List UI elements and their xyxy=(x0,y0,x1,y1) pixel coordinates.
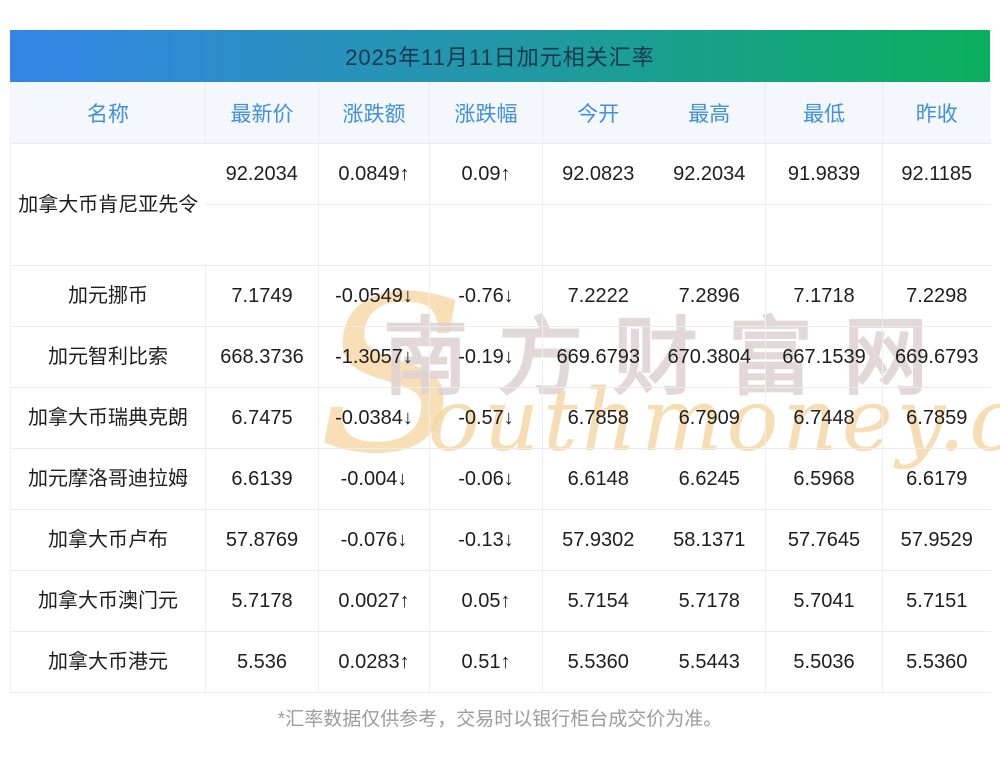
cell-low: 667.1539 xyxy=(765,326,883,388)
column-header-prev-close: 昨收 xyxy=(882,82,991,144)
cell-change: -0.0384↓ xyxy=(318,387,430,449)
table-row: 加拿大币卢布 57.8769 -0.076↓ -0.13↓ 57.9302 58.1371… xyxy=(10,509,991,571)
table-row: 加元摩洛哥迪拉姆 6.6139 -0.004↓ -0.06↓ 6.6148 6.6245 6… xyxy=(10,448,991,510)
cell-change-pct: -0.57↓ xyxy=(429,387,543,449)
cell-prev-close: 669.6793 xyxy=(882,326,991,388)
cell-last: 668.3736 xyxy=(205,326,319,388)
cell-name: 加拿大币卢布 xyxy=(10,509,206,571)
cell-change-pct: 0.05↑ xyxy=(429,570,543,632)
cell-last: 57.8769 xyxy=(205,509,319,571)
table-row-spacer xyxy=(11,204,991,266)
cell-open: 6.6148 xyxy=(542,448,654,510)
table-row: 加拿大币肯尼亚先令 92.2034 0.0849↑ 0.09↑ 92.0823 92.20… xyxy=(10,143,991,266)
cell-empty xyxy=(542,204,654,266)
cell-change-pct: -0.19↓ xyxy=(429,326,543,388)
cell-prev-close: 57.9529 xyxy=(882,509,991,571)
table-row: 加拿大币瑞典克朗 6.7475 -0.0384↓ -0.57↓ 6.7858 6.7909… xyxy=(10,387,991,449)
cell-low: 5.5036 xyxy=(765,631,883,693)
column-header-high: 最高 xyxy=(653,82,766,144)
cell-prev-close: 6.7859 xyxy=(882,387,991,449)
cell-high: 5.5443 xyxy=(653,631,766,693)
column-header-name: 名称 xyxy=(10,82,206,144)
rates-table: 名称 最新价 涨跌额 涨跌幅 今开 最高 最低 昨收 加拿大币肯尼亚先令 92.2034 0.08… xyxy=(10,82,991,693)
cell-change: -0.004↓ xyxy=(318,448,430,510)
cell-name: 加拿大币澳门元 xyxy=(10,570,206,632)
column-header-open: 今开 xyxy=(542,82,654,144)
cell-high: 670.3804 xyxy=(653,326,766,388)
cell-prev-close: 5.7151 xyxy=(882,570,991,632)
cell-change-pct: 0.51↑ xyxy=(429,631,543,693)
cell-low: 91.9839 xyxy=(765,143,883,205)
cell-high: 7.2896 xyxy=(653,265,766,327)
rates-table-body: 加拿大币肯尼亚先令 92.2034 0.0849↑ 0.09↑ 92.0823 92.20… xyxy=(10,143,991,693)
cell-empty xyxy=(653,204,766,266)
cell-prev-close: 7.2298 xyxy=(882,265,991,327)
cell-change: 0.0027↑ xyxy=(318,570,430,632)
cell-high: 5.7178 xyxy=(653,570,766,632)
table-row: 加拿大币港元 5.536 0.0283↑ 0.51↑ 5.5360 5.5443 5.503… xyxy=(10,631,991,693)
cell-empty xyxy=(882,204,991,266)
cell-open: 6.7858 xyxy=(542,387,654,449)
cell-prev-close: 6.6179 xyxy=(882,448,991,510)
cell-empty xyxy=(765,204,883,266)
cell-low: 5.7041 xyxy=(765,570,883,632)
table-row: 加元挪币 7.1749 -0.0549↓ -0.76↓ 7.2222 7.2896 7.17… xyxy=(10,265,991,327)
cell-change: -0.0549↓ xyxy=(318,265,430,327)
cell-empty xyxy=(205,204,319,266)
cell-change-pct: -0.13↓ xyxy=(429,509,543,571)
cell-change: -0.076↓ xyxy=(318,509,430,571)
cell-change-pct: -0.76↓ xyxy=(429,265,543,327)
cell-name: 加元智利比索 xyxy=(10,326,206,388)
column-header-change-pct: 涨跌幅 xyxy=(429,82,543,144)
cell-last: 6.6139 xyxy=(205,448,319,510)
cell-open: 57.9302 xyxy=(542,509,654,571)
cell-open: 5.5360 xyxy=(542,631,654,693)
cell-low: 6.7448 xyxy=(765,387,883,449)
column-header-last: 最新价 xyxy=(205,82,319,144)
cell-name: 加元摩洛哥迪拉姆 xyxy=(10,448,206,510)
cell-empty xyxy=(429,204,543,266)
table-row: 加拿大币澳门元 5.7178 0.0027↑ 0.05↑ 5.7154 5.7178 5.7… xyxy=(10,570,991,632)
table-row: 加元智利比索 668.3736 -1.3057↓ -0.19↓ 669.6793 670.… xyxy=(10,326,991,388)
cell-empty xyxy=(318,204,430,266)
table-title: 2025年11月11日加元相关汇率 xyxy=(345,45,655,70)
table-title-banner: 2025年11月11日加元相关汇率 xyxy=(10,30,990,82)
cell-low: 7.1718 xyxy=(765,265,883,327)
cell-prev-close: 92.1185 xyxy=(882,143,991,205)
cell-change: 0.0849↑ xyxy=(318,143,430,205)
column-header-change: 涨跌额 xyxy=(318,82,430,144)
cell-high: 6.7909 xyxy=(653,387,766,449)
cell-change: -1.3057↓ xyxy=(318,326,430,388)
cell-open: 7.2222 xyxy=(542,265,654,327)
cell-last: 5.7178 xyxy=(205,570,319,632)
cell-open: 669.6793 xyxy=(542,326,654,388)
cell-last: 5.536 xyxy=(205,631,319,693)
disclaimer-note: *汇率数据仅供参考，交易时以银行柜台成交价为准。 xyxy=(277,709,723,730)
cell-open: 92.0823 xyxy=(542,143,654,205)
cell-last: 6.7475 xyxy=(205,387,319,449)
cell-name: 加拿大币港元 xyxy=(10,631,206,693)
cell-low: 57.7645 xyxy=(765,509,883,571)
cell-last: 92.2034 xyxy=(205,143,319,205)
cell-prev-close: 5.5360 xyxy=(882,631,991,693)
cell-name: 加元挪币 xyxy=(10,265,206,327)
cell-open: 5.7154 xyxy=(542,570,654,632)
cell-high: 6.6245 xyxy=(653,448,766,510)
column-header-low: 最低 xyxy=(765,82,883,144)
cell-name: 加拿大币肯尼亚先令 xyxy=(10,143,206,266)
cell-name: 加拿大币瑞典克朗 xyxy=(10,387,206,449)
cell-change-pct: 0.09↑ xyxy=(429,143,543,205)
rates-sheet: 2025年11月11日加元相关汇率 名称 最新价 涨跌额 涨跌幅 今开 最高 最低 昨收 加拿… xyxy=(10,30,991,693)
cell-high: 92.2034 xyxy=(653,143,766,205)
cell-change: 0.0283↑ xyxy=(318,631,430,693)
cell-high: 58.1371 xyxy=(653,509,766,571)
cell-low: 6.5968 xyxy=(765,448,883,510)
cell-last: 7.1749 xyxy=(205,265,319,327)
cell-change-pct: -0.06↓ xyxy=(429,448,543,510)
header-row: 名称 最新价 涨跌额 涨跌幅 今开 最高 最低 昨收 xyxy=(10,82,991,144)
